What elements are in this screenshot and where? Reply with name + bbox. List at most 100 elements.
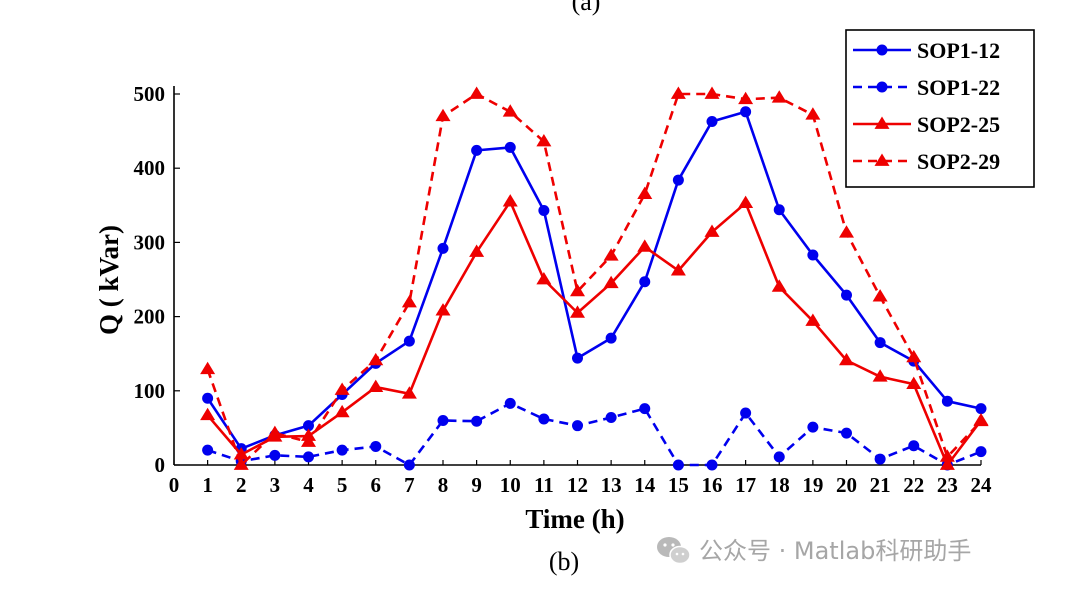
- x-tick-label: 2: [236, 473, 247, 497]
- data-point: [469, 244, 485, 257]
- data-point: [637, 239, 653, 252]
- data-point: [704, 86, 720, 99]
- data-point: [570, 283, 585, 297]
- y-axis-label: Q ( kVar): [94, 225, 124, 335]
- plot-area: 0 1 2 3 4 5 6 7 8 9 10 11 12 13 14 15 16 17 18 19 20 21 22 23 24…: [134, 82, 993, 497]
- legend-label: SOP2-29: [917, 149, 1000, 174]
- data-point: [301, 434, 316, 447]
- data-point: [570, 305, 585, 318]
- legend-label: SOP1-22: [917, 75, 1000, 100]
- data-point: [471, 144, 483, 156]
- data-point: [368, 379, 384, 392]
- data-point: [336, 444, 348, 456]
- data-point: [839, 225, 854, 238]
- y-tick-label: 300: [134, 230, 166, 254]
- data-point: [874, 337, 886, 349]
- data-point: [437, 242, 449, 254]
- x-tick-label: 22: [903, 473, 924, 497]
- series-layer: [200, 86, 989, 471]
- data-point: [841, 289, 852, 301]
- data-point: [874, 453, 886, 465]
- data-point: [771, 90, 787, 103]
- x-tick-label: 6: [371, 473, 382, 497]
- data-point: [605, 332, 617, 344]
- x-tick-label: 13: [601, 473, 622, 497]
- data-point: [706, 459, 718, 471]
- data-point: [605, 412, 617, 424]
- x-tick-label: 24: [971, 473, 993, 497]
- data-point: [202, 392, 214, 404]
- bottom-caption: (b): [549, 547, 579, 576]
- legend-marker: [874, 116, 890, 129]
- data-point: [906, 349, 922, 363]
- series-sop2-29: [200, 86, 989, 470]
- x-tick-label: 17: [735, 473, 756, 497]
- x-tick-label: 10: [500, 473, 521, 497]
- data-point: [740, 407, 752, 419]
- series-line: [206, 200, 983, 467]
- data-point: [200, 407, 216, 421]
- data-point: [771, 279, 787, 292]
- x-tick-label: 0: [169, 473, 180, 497]
- top-caption: (a): [572, 0, 601, 16]
- data-point: [435, 303, 451, 316]
- data-point: [334, 382, 350, 395]
- x-axis-label: Time (h): [525, 504, 624, 534]
- data-point: [672, 459, 684, 471]
- data-point: [536, 272, 552, 285]
- data-point: [538, 413, 550, 425]
- legend-marker: [876, 44, 888, 56]
- data-point: [303, 451, 314, 463]
- data-point: [370, 440, 382, 452]
- x-tick-label: 7: [404, 473, 415, 497]
- data-point: [706, 115, 718, 127]
- data-point: [403, 459, 415, 471]
- data-point: [469, 86, 485, 99]
- y-tick-label: 100: [134, 379, 166, 403]
- data-point: [269, 449, 281, 461]
- legend: SOP1-12 SOP1-22 SOP2-25 SOP2-29: [845, 29, 1035, 188]
- data-point: [872, 289, 888, 302]
- data-point: [805, 313, 821, 326]
- data-point: [504, 397, 516, 409]
- data-point: [401, 295, 417, 308]
- data-point: [939, 457, 955, 470]
- data-point: [670, 86, 686, 99]
- series-line: [206, 92, 982, 467]
- data-point: [536, 133, 552, 147]
- data-point: [267, 425, 283, 438]
- data-point: [773, 451, 785, 463]
- x-tick-label: 21: [870, 473, 891, 497]
- data-point: [639, 276, 651, 288]
- data-point: [872, 369, 888, 382]
- series-sop1-22: [202, 397, 987, 471]
- data-point: [839, 352, 854, 366]
- x-tick-label: 5: [337, 473, 348, 497]
- data-point: [973, 413, 989, 427]
- x-tick-label: 1: [202, 473, 213, 497]
- x-tick-label: 18: [769, 473, 790, 497]
- data-point: [941, 395, 953, 407]
- data-point: [908, 440, 920, 452]
- data-point: [504, 141, 516, 153]
- x-tick-label: 3: [270, 473, 281, 497]
- x-tick-label: 12: [567, 473, 588, 497]
- data-point: [773, 204, 785, 216]
- y-tick-label: 200: [134, 305, 166, 329]
- data-point: [704, 224, 720, 237]
- data-point: [334, 404, 350, 418]
- data-point: [738, 91, 754, 105]
- legend-box: [845, 29, 1035, 188]
- data-point: [572, 352, 583, 364]
- x-tick-label: 14: [634, 473, 656, 497]
- x-tick-label: 15: [668, 473, 689, 497]
- data-point: [435, 108, 451, 122]
- data-point: [202, 444, 214, 456]
- data-point: [437, 414, 449, 426]
- data-point: [368, 352, 384, 366]
- x-tick-label: 8: [438, 473, 449, 497]
- data-point: [502, 104, 518, 117]
- legend-label: SOP2-25: [917, 112, 1000, 137]
- series-line: [207, 402, 982, 467]
- data-point: [975, 446, 987, 458]
